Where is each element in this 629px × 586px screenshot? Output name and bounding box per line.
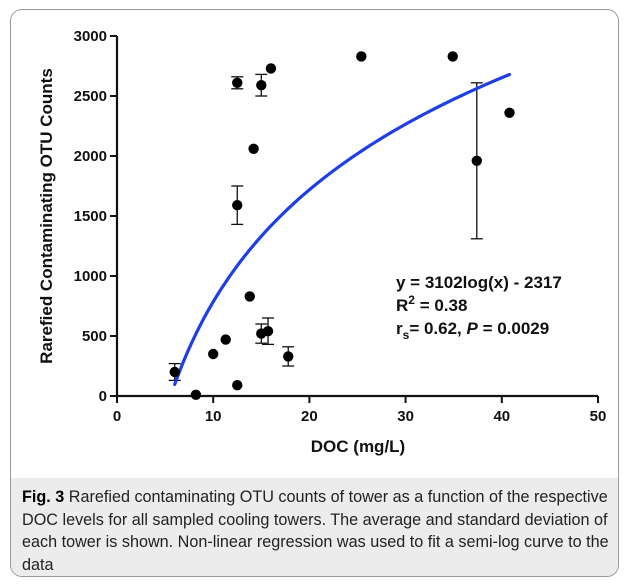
y-tick-label: 2000 <box>74 148 107 165</box>
r-squared-value: = 0.38 <box>415 296 467 315</box>
y-tick-label: 1000 <box>74 268 107 285</box>
x-tick-label: 10 <box>205 408 222 425</box>
caption-box <box>11 478 618 576</box>
x-tick-label: 0 <box>113 408 121 425</box>
spearman-value: = 0.62, <box>409 319 466 338</box>
r-squared-superscript: 2 <box>408 293 415 307</box>
x-axis-title: DOC (mg/L) <box>311 437 405 456</box>
data-point <box>248 143 259 154</box>
data-point <box>244 291 255 302</box>
data-point <box>256 80 267 91</box>
data-point <box>265 63 277 74</box>
x-tick-label: 40 <box>493 408 510 425</box>
x-tick-label: 30 <box>397 408 414 425</box>
data-point <box>232 77 243 89</box>
x-tick-label: 50 <box>590 408 607 425</box>
data-point <box>283 351 294 362</box>
figure-caption: Fig. 3 Rarefied contaminating OTU counts… <box>22 486 612 576</box>
caption-text: Rarefied contaminating OTU counts of tow… <box>22 488 609 574</box>
fit-curve-group <box>173 72 512 386</box>
x-tick-label: 20 <box>301 408 318 425</box>
data-point <box>232 380 243 391</box>
r-squared-symbol: R <box>396 296 408 315</box>
regression-annotation: y = 3102log(x) - 2317 R2 = 0.38 rs= 0.62… <box>396 273 562 342</box>
annotation-r-squared: R2 = 0.38 <box>396 293 467 315</box>
data-point <box>447 51 458 62</box>
data-point <box>262 326 274 337</box>
annotation-equation: y = 3102log(x) - 2317 <box>396 273 562 292</box>
p-value: = 0.0029 <box>478 319 549 338</box>
data-point <box>190 389 202 400</box>
y-tick-label: 3000 <box>74 28 107 45</box>
y-axis-title: Rarefied Contaminating OTU Counts <box>37 68 56 364</box>
data-point <box>169 366 180 378</box>
p-symbol: P <box>467 319 479 338</box>
fit-curve <box>173 72 512 386</box>
spearman-subscript: s <box>403 328 410 342</box>
y-tick-label: 2500 <box>74 88 107 105</box>
spearman-symbol: r <box>396 319 403 338</box>
y-tick-label: 0 <box>99 388 107 405</box>
data-point <box>504 107 515 119</box>
annotation-spearman: rs= 0.62, P = 0.0029 <box>396 319 549 342</box>
y-tick-label: 500 <box>82 328 107 345</box>
caption-figure-label: Fig. 3 <box>22 488 65 506</box>
data-point <box>356 51 367 62</box>
axes: 0 500 1000 1500 2000 2500 3000 0 10 20 30 40 50 <box>74 28 607 425</box>
y-tick-label: 1500 <box>74 208 107 225</box>
scatter-chart: 0 500 1000 1500 2000 2500 3000 0 10 20 30 40 50 Rare… <box>37 28 607 456</box>
data-point <box>220 334 231 345</box>
data-point <box>471 155 482 166</box>
data-point <box>232 200 243 211</box>
data-point <box>208 348 219 360</box>
data-points <box>169 51 515 400</box>
